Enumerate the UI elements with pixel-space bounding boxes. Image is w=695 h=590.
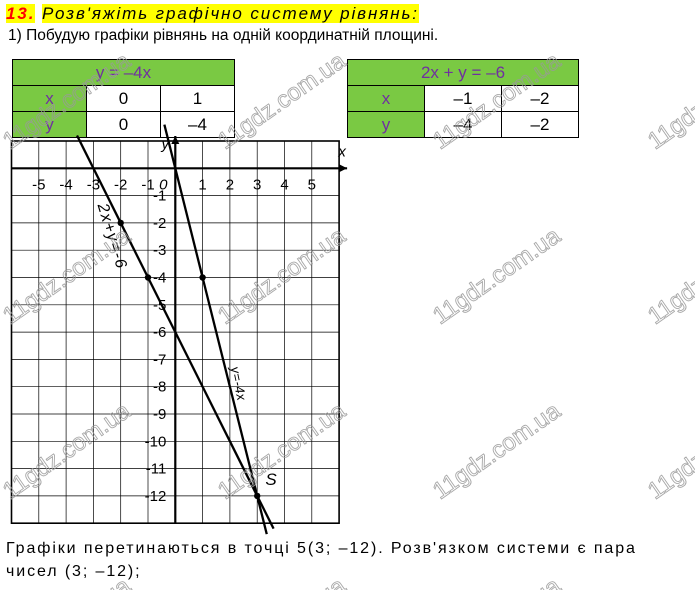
svg-text:-10: -10 bbox=[145, 433, 167, 450]
svg-text:2: 2 bbox=[226, 176, 234, 193]
svg-text:-9: -9 bbox=[153, 406, 166, 423]
svg-text:-3: -3 bbox=[153, 242, 166, 259]
svg-text:x: x bbox=[337, 143, 346, 160]
svg-text:-11: -11 bbox=[146, 461, 167, 478]
svg-text:-8: -8 bbox=[153, 379, 166, 396]
svg-text:-7: -7 bbox=[153, 351, 166, 368]
svg-text:2x+y=-6: 2x+y=-6 bbox=[93, 200, 130, 271]
svg-text:-6: -6 bbox=[153, 324, 166, 341]
svg-text:5: 5 bbox=[308, 176, 316, 193]
svg-text:S: S bbox=[265, 470, 277, 489]
svg-text:y=-4x: y=-4x bbox=[227, 364, 249, 402]
svg-text:1: 1 bbox=[198, 176, 206, 193]
svg-text:-4: -4 bbox=[59, 176, 72, 193]
svg-text:-2: -2 bbox=[114, 176, 127, 193]
svg-text:3: 3 bbox=[253, 176, 261, 193]
svg-text:-12: -12 bbox=[145, 488, 167, 505]
svg-text:-4: -4 bbox=[153, 270, 166, 287]
svg-text:-1: -1 bbox=[153, 188, 166, 205]
svg-text:4: 4 bbox=[280, 176, 288, 193]
svg-text:-2: -2 bbox=[153, 215, 166, 232]
svg-text:-5: -5 bbox=[32, 176, 45, 193]
